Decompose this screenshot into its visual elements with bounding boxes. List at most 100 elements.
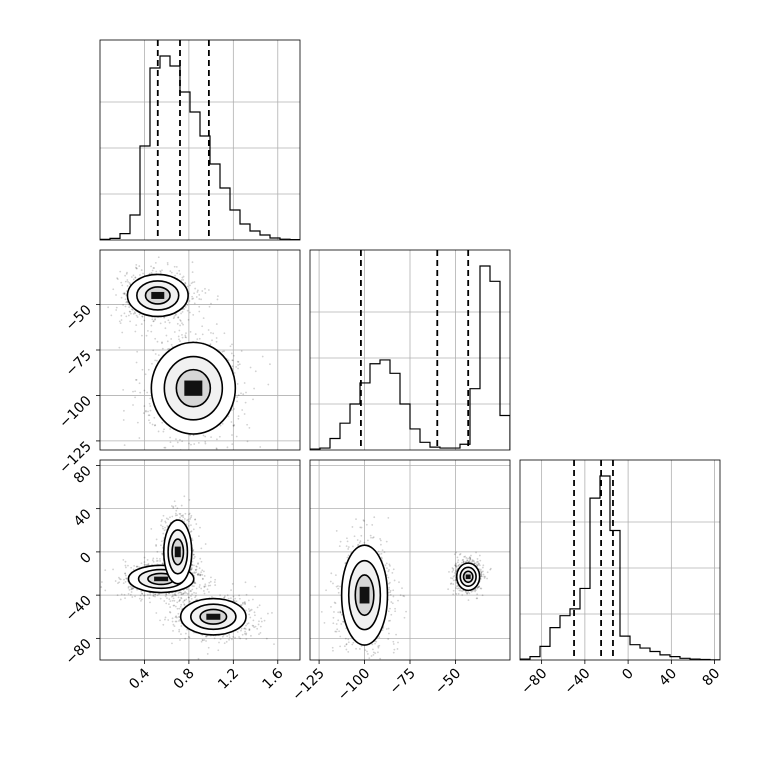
scatter-point — [248, 628, 251, 630]
scatter-point — [118, 320, 121, 323]
scatter-point — [161, 342, 163, 344]
scatter-point — [165, 517, 168, 520]
scatter-point — [468, 592, 471, 595]
scatter-point — [175, 620, 178, 623]
scatter-point — [480, 571, 483, 573]
scatter-point — [127, 586, 130, 589]
scatter-point — [120, 593, 123, 596]
scatter-point — [174, 505, 177, 507]
scatter-point — [171, 617, 174, 620]
scatter-point — [244, 603, 246, 605]
histogram-bar — [130, 215, 140, 240]
scatter-point — [246, 623, 249, 625]
scatter-point — [360, 534, 363, 537]
scatter-point — [124, 280, 127, 283]
scatter-point — [156, 594, 159, 597]
scatter-point — [469, 557, 471, 559]
scatter-point — [489, 568, 492, 571]
scatter-point — [477, 564, 480, 566]
scatter-point — [190, 282, 193, 285]
scatter-point — [203, 585, 206, 588]
histogram-bar — [630, 645, 640, 660]
scatter-point — [191, 585, 194, 587]
scatter-point — [132, 587, 134, 590]
scatter-point — [169, 516, 171, 519]
scatter-point — [182, 516, 185, 518]
scatter-point — [347, 638, 350, 641]
scatter-point — [369, 534, 372, 537]
scatter-point — [236, 400, 238, 403]
scatter-point — [258, 604, 261, 607]
scatter-point — [143, 594, 146, 597]
scatter-point — [121, 284, 124, 287]
scatter-point — [154, 261, 157, 264]
scatter-point — [216, 295, 219, 298]
scatter-point — [387, 638, 390, 640]
scatter-point — [464, 590, 467, 593]
scatter-point — [399, 594, 402, 597]
scatter-point — [200, 587, 203, 590]
scatter-point — [179, 639, 181, 641]
scatter-point — [181, 322, 183, 325]
scatter-point — [226, 446, 229, 449]
scatter-point — [346, 540, 349, 543]
scatter-point — [385, 540, 388, 543]
histogram-bar — [550, 628, 560, 660]
scatter-point — [362, 519, 365, 522]
scatter-point — [245, 391, 247, 394]
scatter-point — [451, 577, 454, 580]
density-peak — [151, 291, 165, 299]
scatter-point — [197, 657, 200, 660]
scatter-point — [152, 267, 155, 269]
scatter-point — [253, 611, 256, 614]
scatter-point — [223, 596, 225, 599]
scatter-point — [194, 518, 196, 521]
scatter-point — [146, 391, 149, 394]
scatter-point — [192, 553, 195, 556]
scatter-point — [335, 623, 338, 625]
scatter-point — [191, 564, 194, 567]
scatter-point — [215, 448, 218, 450]
histogram-bar — [180, 92, 190, 240]
histogram-0 — [100, 40, 300, 240]
scatter-point — [132, 568, 135, 571]
scatter-point — [378, 644, 381, 647]
scatter-point — [195, 523, 198, 525]
scatter-point — [172, 629, 174, 632]
scatter-point — [141, 315, 144, 318]
scatter-point — [390, 613, 393, 616]
scatter-point — [152, 320, 155, 323]
scatter-point — [178, 615, 180, 618]
scatter-point — [155, 545, 158, 547]
scatter-point — [144, 409, 147, 412]
scatter-point — [467, 599, 470, 602]
scatter-point — [130, 276, 133, 278]
scatter-point — [388, 581, 391, 584]
scatter-point — [175, 615, 178, 618]
scatter-point — [193, 281, 196, 283]
scatter-point — [136, 350, 139, 353]
scatter-point — [159, 557, 161, 560]
scatter-point — [236, 396, 239, 398]
scatter-point — [172, 317, 175, 320]
scatter-point — [244, 628, 247, 630]
scatter-point — [130, 591, 133, 593]
scatter-point — [231, 343, 233, 346]
scatter-point — [130, 587, 133, 590]
scatter-point — [139, 391, 142, 394]
scatter-point — [237, 415, 240, 417]
histogram-bar — [640, 648, 650, 660]
scatter-point — [116, 278, 119, 280]
scatter-point — [130, 566, 133, 569]
scatter-point — [225, 640, 228, 643]
scatter-point — [223, 596, 226, 599]
scatter-point — [183, 520, 186, 523]
scatter-point — [173, 604, 176, 607]
scatter-point — [149, 421, 151, 424]
scatter-point — [216, 438, 218, 441]
scatter-point — [154, 353, 157, 355]
scatter-point — [231, 365, 234, 368]
scatter-point — [371, 537, 374, 539]
scatter-point — [364, 649, 367, 651]
